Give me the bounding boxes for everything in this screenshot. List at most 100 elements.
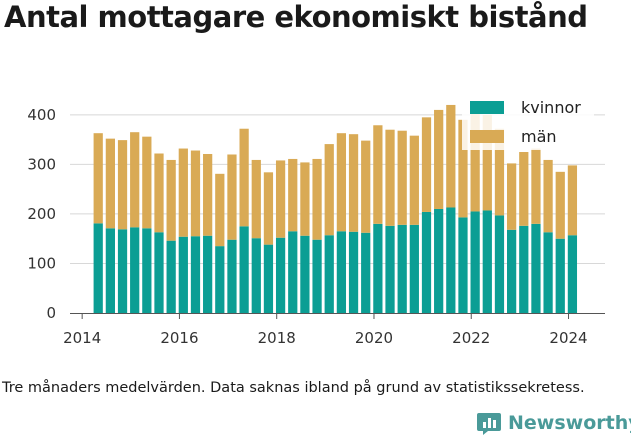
bar-man: [361, 140, 371, 233]
legend-swatch: [470, 130, 504, 143]
bar-kvinnor: [130, 227, 140, 313]
bar-man: [105, 138, 115, 229]
legend-label: män: [521, 127, 557, 146]
bar-man: [166, 159, 176, 241]
y-tick-label: 300: [27, 155, 56, 173]
bar-kvinnor: [507, 229, 517, 313]
bar-kvinnor: [166, 240, 176, 313]
bar-kvinnor: [494, 215, 505, 313]
y-tick-label: 400: [27, 106, 56, 124]
bar-man: [300, 162, 310, 236]
bar-kvinnor: [288, 231, 298, 313]
x-axis: 2014 2016 2018 2020 2022 2024: [63, 313, 605, 347]
chart-title: Antal mottagare ekonomiskt bistånd: [4, 0, 588, 34]
bar-kvinnor: [543, 232, 553, 313]
bar-man: [263, 172, 274, 245]
bar-man: [275, 160, 286, 238]
y-axis: 0 100 200 300 400: [27, 106, 56, 322]
bar-man: [215, 173, 225, 247]
bar-man: [288, 158, 298, 232]
bar-man: [470, 112, 480, 212]
bar-man: [312, 158, 322, 240]
bar-man: [458, 119, 468, 218]
bar-kvinnor: [300, 235, 310, 313]
footnote: Tre månaders medelvärden. Data saknas ib…: [2, 380, 585, 396]
bar-man: [251, 159, 261, 239]
brand-name: Newsworthy: [508, 412, 631, 434]
brand: Newsworthy: [476, 410, 631, 436]
bar-man: [142, 136, 152, 229]
bar-man: [336, 133, 347, 232]
bar-man: [531, 148, 541, 224]
bar-man: [117, 140, 128, 230]
y-tick-label: 200: [27, 205, 56, 223]
bar-man: [409, 135, 419, 225]
bar-kvinnor: [458, 217, 468, 313]
bar-kvinnor: [421, 211, 432, 313]
bar-man: [519, 152, 529, 226]
bar-kvinnor: [567, 235, 578, 313]
stacked-bar-chart: 2014 2016 2018 2020 2022 2024 0 100 200 300 400 k…: [27, 96, 605, 347]
bar-kvinnor: [470, 211, 480, 313]
bar-man: [567, 165, 578, 236]
bar-kvinnor: [324, 235, 334, 313]
x-tick-label: 2020: [355, 329, 393, 347]
bar-kvinnor: [154, 232, 164, 313]
bar-man: [494, 128, 505, 216]
bar-man: [348, 134, 359, 232]
bar-kvinnor: [215, 246, 225, 313]
bar-kvinnor: [482, 210, 492, 313]
bar-man: [373, 125, 383, 224]
bar-man: [434, 109, 444, 209]
bar-man: [239, 128, 249, 227]
bar-man: [543, 159, 553, 233]
x-tick-label: 2014: [63, 329, 101, 347]
bar-man: [190, 150, 201, 237]
bar-kvinnor: [373, 223, 383, 313]
bar-man: [385, 129, 395, 226]
bar-man: [93, 133, 103, 224]
bar-kvinnor: [519, 225, 529, 313]
bar-kvinnor: [227, 239, 237, 313]
bar-kvinnor: [409, 224, 419, 313]
bar-man: [446, 104, 456, 208]
bar-man: [227, 154, 237, 240]
bar-kvinnor: [348, 231, 359, 313]
bar-kvinnor: [190, 236, 201, 313]
bar-man: [178, 148, 188, 237]
bar-kvinnor: [275, 237, 286, 313]
bar-kvinnor: [93, 223, 103, 313]
bar-kvinnor: [397, 224, 407, 313]
x-tick-label: 2024: [549, 329, 587, 347]
y-tick-label: 0: [46, 304, 56, 322]
bar-chart-logo-icon: [477, 413, 501, 435]
bar-kvinnor: [446, 207, 456, 313]
bar-kvinnor: [385, 225, 395, 313]
bar-man: [482, 114, 492, 211]
legend-swatch: [470, 101, 504, 114]
bar-kvinnor: [312, 239, 322, 313]
x-tick-label: 2018: [258, 329, 296, 347]
bar-man: [130, 132, 140, 228]
bar-man: [397, 130, 407, 225]
bar-kvinnor: [555, 238, 565, 313]
legend-label: kvinnor: [521, 98, 581, 117]
bars: [93, 104, 578, 313]
bar-man: [507, 163, 517, 230]
bar-kvinnor: [361, 232, 371, 313]
bar-kvinnor: [251, 238, 261, 313]
bar-man: [421, 117, 432, 212]
bar-kvinnor: [434, 208, 444, 313]
bar-kvinnor: [263, 244, 274, 313]
bar-man: [555, 171, 565, 239]
x-tick-label: 2016: [160, 329, 198, 347]
bar-kvinnor: [203, 235, 213, 313]
bar-man: [324, 144, 334, 236]
bar-kvinnor: [105, 228, 115, 313]
bar-kvinnor: [178, 236, 188, 313]
bar-kvinnor: [117, 229, 128, 313]
legend: kvinnor män: [462, 96, 594, 150]
bar-kvinnor: [239, 226, 249, 313]
x-tick-label: 2022: [452, 329, 490, 347]
bar-man: [203, 153, 213, 236]
